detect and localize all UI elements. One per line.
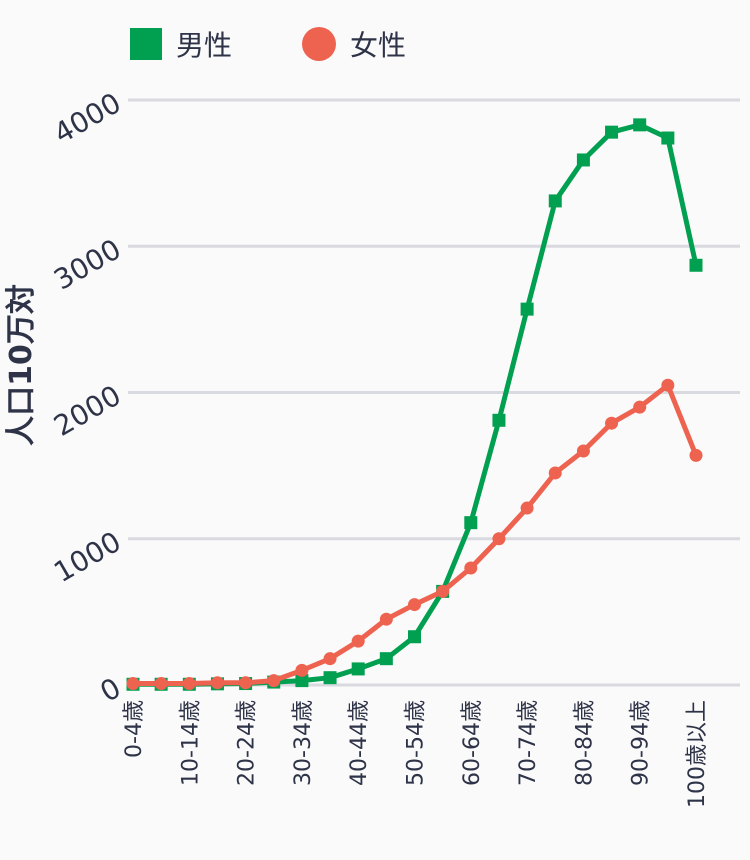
data-point-square[interactable] bbox=[492, 413, 506, 427]
x-tick-label: 60-64歳 bbox=[460, 700, 485, 786]
series-female bbox=[126, 378, 703, 691]
data-point-circle[interactable] bbox=[492, 532, 506, 546]
data-point-square[interactable] bbox=[295, 674, 309, 688]
legend-square-icon bbox=[130, 28, 162, 60]
data-point-circle[interactable] bbox=[239, 676, 253, 690]
y-tick-label: 4000 bbox=[48, 86, 126, 150]
legend: 男性 女性 bbox=[130, 24, 476, 64]
x-tick-label: 50-54歳 bbox=[404, 700, 429, 786]
data-point-square[interactable] bbox=[379, 652, 393, 666]
legend-item-male[interactable]: 男性 bbox=[130, 24, 232, 64]
x-tick-label: 70-74歳 bbox=[516, 700, 541, 786]
data-point-circle[interactable] bbox=[267, 674, 281, 688]
y-tick-label: 2000 bbox=[48, 379, 126, 443]
data-point-circle[interactable] bbox=[576, 444, 590, 458]
data-point-square[interactable] bbox=[605, 125, 619, 139]
data-point-circle[interactable] bbox=[323, 652, 337, 666]
data-point-square[interactable] bbox=[576, 153, 590, 167]
data-point-square[interactable] bbox=[548, 194, 562, 208]
data-point-circle[interactable] bbox=[464, 561, 478, 575]
legend-label-male: 男性 bbox=[176, 29, 233, 62]
data-point-square[interactable] bbox=[464, 516, 478, 530]
data-point-circle[interactable] bbox=[379, 612, 393, 626]
data-point-circle[interactable] bbox=[351, 634, 365, 648]
data-point-circle[interactable] bbox=[126, 677, 140, 691]
legend-label-female: 女性 bbox=[350, 29, 407, 62]
data-point-square[interactable] bbox=[689, 258, 703, 272]
legend-item-female[interactable]: 女性 bbox=[302, 24, 406, 64]
x-tick-label: 0-4歳 bbox=[122, 700, 147, 758]
series-lines bbox=[126, 118, 703, 691]
x-tick-label: 30-34歳 bbox=[291, 700, 316, 786]
data-point-square[interactable] bbox=[408, 630, 421, 644]
x-tick-label: 40-44歳 bbox=[347, 700, 372, 786]
data-point-square[interactable] bbox=[323, 671, 337, 685]
legend-circle-icon bbox=[302, 27, 337, 61]
data-point-circle[interactable] bbox=[210, 676, 224, 690]
gridlines bbox=[128, 98, 740, 687]
data-point-circle[interactable] bbox=[633, 400, 647, 414]
data-point-circle[interactable] bbox=[605, 416, 619, 430]
x-tick-label: 90-94歳 bbox=[629, 700, 654, 786]
data-point-square[interactable] bbox=[520, 302, 534, 316]
x-tick-label: 20-24歳 bbox=[235, 700, 260, 786]
data-point-circle[interactable] bbox=[661, 378, 675, 392]
data-point-circle[interactable] bbox=[548, 466, 562, 480]
data-point-circle[interactable] bbox=[154, 677, 168, 691]
x-tick-label: 100歳以上 bbox=[685, 700, 710, 808]
data-point-circle[interactable] bbox=[520, 501, 534, 515]
data-point-circle[interactable] bbox=[295, 663, 309, 677]
x-tick-label: 10-14歳 bbox=[178, 700, 203, 786]
data-point-circle[interactable] bbox=[689, 448, 703, 462]
data-point-circle[interactable] bbox=[182, 677, 196, 691]
data-point-circle[interactable] bbox=[408, 598, 421, 612]
y-tick-label: 3000 bbox=[48, 232, 126, 296]
data-point-square[interactable] bbox=[351, 662, 365, 676]
data-point-circle[interactable] bbox=[436, 584, 450, 598]
data-point-square[interactable] bbox=[661, 131, 675, 145]
y-tick-label: 1000 bbox=[48, 525, 126, 589]
x-tick-label: 80-84歳 bbox=[572, 700, 597, 786]
data-point-square[interactable] bbox=[633, 118, 647, 132]
x-axis-ticks: 0-4歳 10-14歳 20-24歳 30-34歳 40-44歳 50-54歳 60-64歳… bbox=[122, 700, 710, 808]
